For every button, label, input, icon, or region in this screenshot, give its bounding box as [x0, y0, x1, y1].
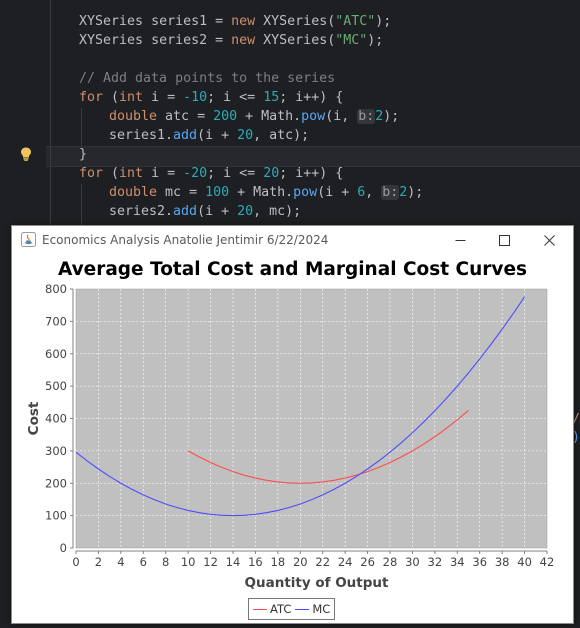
- indent-guide: [81, 184, 82, 225]
- x-tick-label: 34: [450, 555, 465, 569]
- x-tick-label: 12: [203, 555, 218, 569]
- x-tick-label: 30: [405, 555, 420, 569]
- code-line: XYSeries series1 = new XYSeries("ATC");: [79, 14, 392, 29]
- x-tick-label: 8: [162, 555, 169, 569]
- line-chart[interactable]: 0 2 4 6 8 10 12 14 16 18 20 22 24 26 28 30 32 34 36 38 40 420…: [12, 254, 573, 594]
- code-line: }: [79, 147, 88, 162]
- code-line: double atc = 200 + Math.pow(i, b:2);: [109, 109, 400, 124]
- window-titlebar[interactable]: Economics Analysis Anatolie Jentimir 6/2…: [12, 226, 573, 254]
- code-line: for (int i = -20; i <= 20; i++) {: [79, 166, 344, 181]
- indent-guide: [50, 0, 51, 225]
- window-title: Economics Analysis Anatolie Jentimir 6/2…: [42, 233, 329, 247]
- lightbulb-icon[interactable]: [20, 147, 32, 161]
- x-tick-label: 28: [383, 555, 398, 569]
- x-axis-label: Quantity of Output: [245, 575, 390, 591]
- y-tick-label: 0: [60, 541, 67, 555]
- offscreen-code-fragment: /: [572, 412, 580, 427]
- x-tick-label: 22: [315, 555, 330, 569]
- x-tick-label: 42: [540, 555, 555, 569]
- x-tick-label: 24: [338, 555, 353, 569]
- offscreen-code-fragment: ): [572, 430, 580, 445]
- legend-item-atc: ATC: [253, 602, 291, 616]
- x-tick-label: 26: [360, 555, 375, 569]
- x-tick-label: 40: [517, 555, 532, 569]
- legend-label-atc: ATC: [270, 602, 292, 616]
- legend-swatch-atc: [253, 608, 267, 610]
- x-tick-label: 2: [95, 555, 102, 569]
- y-tick-label: 600: [45, 347, 67, 361]
- x-tick-label: 38: [495, 555, 510, 569]
- code-line: series2.add(i + 20, mc);: [109, 204, 302, 219]
- indent-guide: [81, 108, 82, 146]
- y-tick-label: 500: [45, 379, 67, 393]
- x-tick-label: 6: [140, 555, 147, 569]
- y-tick-label: 700: [45, 314, 67, 328]
- series-line-mc: [75, 296, 526, 517]
- chart-window[interactable]: Economics Analysis Anatolie Jentimir 6/2…: [11, 225, 574, 624]
- y-tick-label: 100: [45, 509, 67, 523]
- y-tick-label: 300: [45, 444, 67, 458]
- x-tick-label: 4: [117, 555, 124, 569]
- chart-panel[interactable]: Average Total Cost and Marginal Cost Cur…: [12, 254, 573, 623]
- caret-line-highlight: [46, 146, 580, 167]
- x-tick-label: 18: [271, 555, 286, 569]
- close-button[interactable]: [527, 226, 571, 254]
- legend-swatch-mc: [295, 608, 310, 610]
- code-line: // Add data points to the series: [79, 71, 336, 86]
- legend-item-mc: MC: [295, 602, 330, 616]
- y-tick-label: 800: [45, 282, 67, 296]
- chart-legend: ATC MC: [248, 598, 336, 620]
- close-icon: [543, 234, 555, 246]
- x-tick-label: 14: [226, 555, 241, 569]
- x-tick-label: 10: [181, 555, 196, 569]
- chart-title: Average Total Cost and Marginal Cost Cur…: [57, 259, 528, 280]
- java-icon: [21, 232, 36, 247]
- minimize-icon: [455, 239, 465, 241]
- x-tick-label: 32: [428, 555, 443, 569]
- maximize-icon: [498, 234, 510, 246]
- y-tick-label: 200: [45, 476, 67, 490]
- code-line: double mc = 100 + Math.pow(i + 6, b:2);: [109, 185, 424, 200]
- maximize-button[interactable]: [482, 226, 526, 254]
- x-tick-label: 36: [472, 555, 487, 569]
- code-line: series1.add(i + 20, atc);: [109, 128, 310, 143]
- series-line-atc: [187, 409, 469, 484]
- x-tick-label: 0: [72, 555, 79, 569]
- y-tick-label: 400: [45, 412, 67, 426]
- y-axis-label: Cost: [26, 401, 42, 435]
- x-tick-label: 20: [293, 555, 308, 569]
- x-tick-label: 16: [248, 555, 263, 569]
- code-line: XYSeries series2 = new XYSeries("MC");: [79, 33, 384, 48]
- legend-label-mc: MC: [312, 602, 331, 616]
- code-line: for (int i = -10; i <= 15; i++) {: [79, 90, 344, 105]
- minimize-button[interactable]: [438, 226, 482, 254]
